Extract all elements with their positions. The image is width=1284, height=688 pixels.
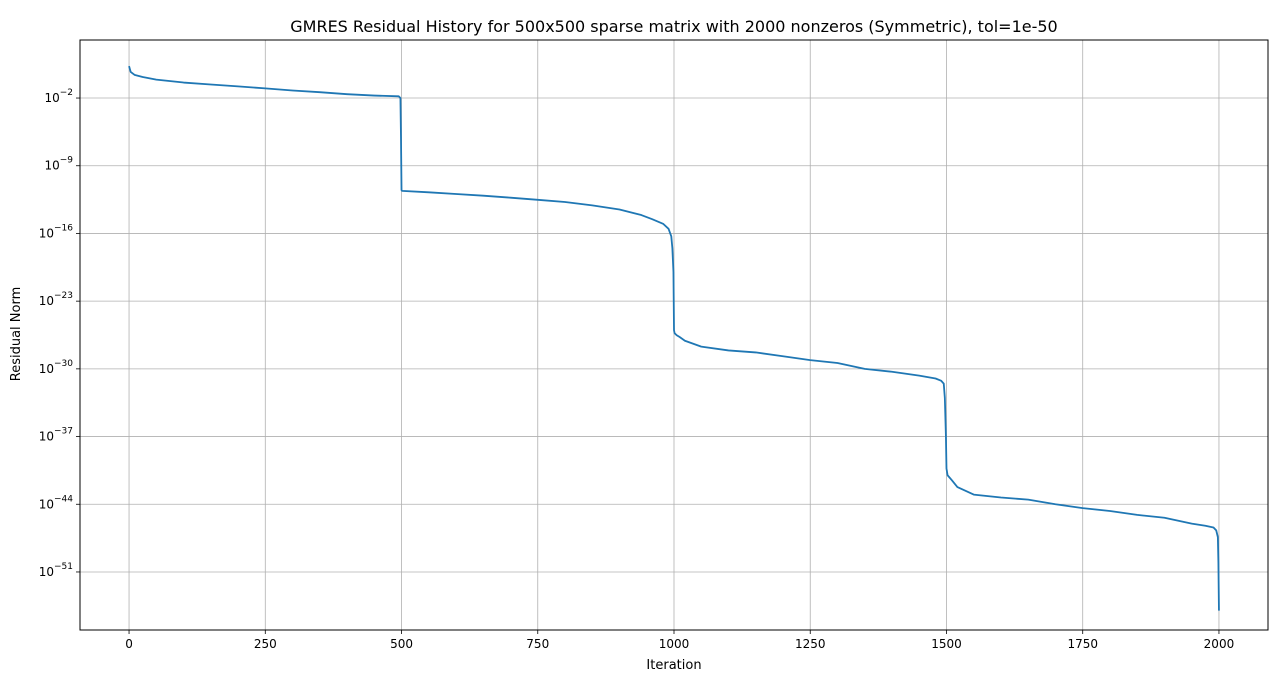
line-layer	[128, 65, 1220, 611]
y-tick-label: 10−44	[39, 494, 74, 511]
x-axis-ticks: 0 250 500 750 1000 1250 1500 1750 2000	[125, 630, 1234, 651]
y-axis-ticks: 10−2 10−9 10−16 10−23 10−30 10−37 10−44 10−51	[39, 88, 80, 579]
x-tick-label: 750	[526, 637, 549, 651]
residual-series-line	[128, 65, 1220, 611]
y-tick-label: 10−23	[39, 291, 73, 308]
x-tick-label: 500	[390, 637, 413, 651]
x-tick-label: 0	[125, 637, 133, 651]
x-tick-label: 250	[254, 637, 277, 651]
x-tick-label: 1750	[1067, 637, 1098, 651]
x-tick-label: 1500	[931, 637, 962, 651]
y-axis-label: Residual Norm	[9, 287, 24, 382]
x-tick-label: 2000	[1204, 637, 1235, 651]
chart-title: GMRES Residual History for 500x500 spars…	[290, 17, 1057, 36]
x-tick-label: 1000	[659, 637, 690, 651]
y-tick-label: 10−30	[39, 359, 74, 376]
y-tick-label: 10−51	[39, 562, 73, 579]
x-axis-label: Iteration	[646, 658, 701, 673]
x-tick-label: 1250	[795, 637, 826, 651]
y-tick-label: 10−2	[44, 88, 73, 105]
y-tick-label: 10−37	[39, 427, 73, 444]
y-tick-label: 10−9	[44, 156, 73, 173]
y-tick-label: 10−16	[39, 223, 74, 240]
